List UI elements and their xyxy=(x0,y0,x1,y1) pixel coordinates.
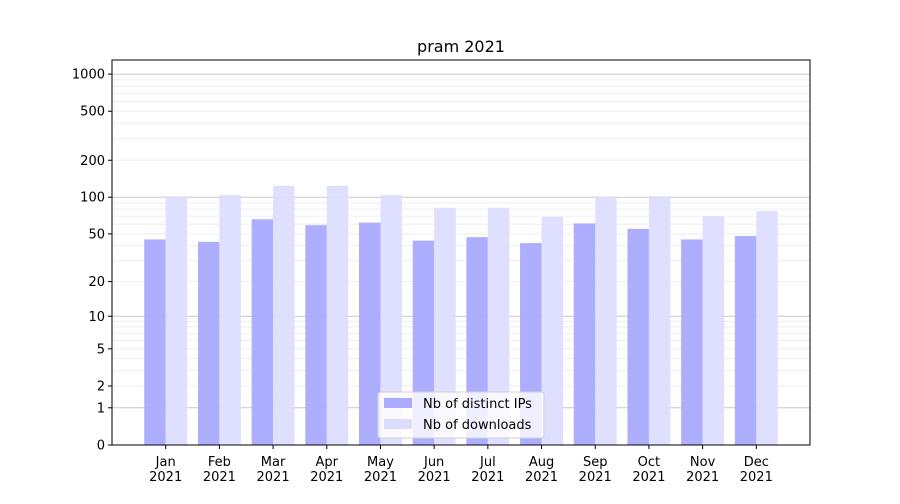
bar-downloads xyxy=(648,196,671,445)
bar-downloads xyxy=(702,216,725,445)
legend-swatch xyxy=(384,419,412,429)
x-tick-label: Apr 2021 xyxy=(310,455,343,485)
bar-distinct-ips xyxy=(197,241,220,445)
bar-distinct-ips xyxy=(681,239,703,445)
x-tick-label: Dec 2021 xyxy=(740,455,773,485)
y-tick-label: 10 xyxy=(88,310,105,325)
bar-downloads xyxy=(756,211,778,445)
y-tick-label: 500 xyxy=(80,105,105,120)
y-tick-label: 1 xyxy=(97,401,105,416)
y-tick-label: 5 xyxy=(97,342,105,357)
x-tick-label: Jan 2021 xyxy=(149,455,182,485)
bar-downloads xyxy=(273,185,295,445)
x-tick-label: May 2021 xyxy=(364,455,397,485)
y-tick-label: 50 xyxy=(88,227,105,242)
bar-distinct-ips xyxy=(251,219,274,445)
x-tick-label: Sep 2021 xyxy=(579,455,612,485)
y-tick-label: 2 xyxy=(97,380,105,395)
legend-box xyxy=(377,391,545,439)
y-tick-label: 100 xyxy=(80,191,105,206)
y-tick-label: 0 xyxy=(97,439,105,454)
x-tick-label: Aug 2021 xyxy=(525,455,558,485)
y-axis: 0 1 2 5 10 20 50 100 200 500 1000 xyxy=(72,68,112,454)
x-tick-label: Nov 2021 xyxy=(686,455,719,485)
legend-swatch xyxy=(384,398,412,408)
bar-distinct-ips xyxy=(305,225,327,445)
plot-frame xyxy=(111,59,811,446)
legend-label: Nb of downloads xyxy=(423,418,532,433)
bar-distinct-ips xyxy=(144,239,166,445)
x-tick-label: Mar 2021 xyxy=(257,455,290,485)
x-tick-label: Feb 2021 xyxy=(203,455,236,485)
bar-distinct-ips xyxy=(627,228,649,445)
bar-distinct-ips xyxy=(573,223,596,445)
bar-downloads xyxy=(541,216,564,445)
bar-downloads xyxy=(380,195,402,445)
x-tick-label: Jun 2021 xyxy=(418,455,451,485)
bar-downloads xyxy=(219,195,241,445)
y-tick-label: 20 xyxy=(88,275,105,290)
bar-distinct-ips xyxy=(734,236,757,445)
x-axis: Jan 2021 Feb 2021 Mar 2021 Apr 2021 May 2021 Jun 20… xyxy=(149,445,773,485)
bar-downloads xyxy=(487,207,510,445)
bar-distinct-ips xyxy=(358,222,381,445)
y-tick-label: 1000 xyxy=(72,68,105,83)
bar-downloads xyxy=(165,196,188,445)
bar-downloads xyxy=(595,197,617,445)
bar-downloads xyxy=(434,207,456,445)
x-tick-label: Oct 2021 xyxy=(632,455,665,485)
y-tick-label: 200 xyxy=(80,154,105,169)
legend: Nb of distinct IPs Nb of downloads xyxy=(377,391,545,439)
x-tick-label: Jul 2021 xyxy=(471,455,504,485)
chart-title: pram 2021 xyxy=(417,37,505,56)
legend-label: Nb of distinct IPs xyxy=(423,397,532,412)
bar-downloads xyxy=(326,185,349,445)
